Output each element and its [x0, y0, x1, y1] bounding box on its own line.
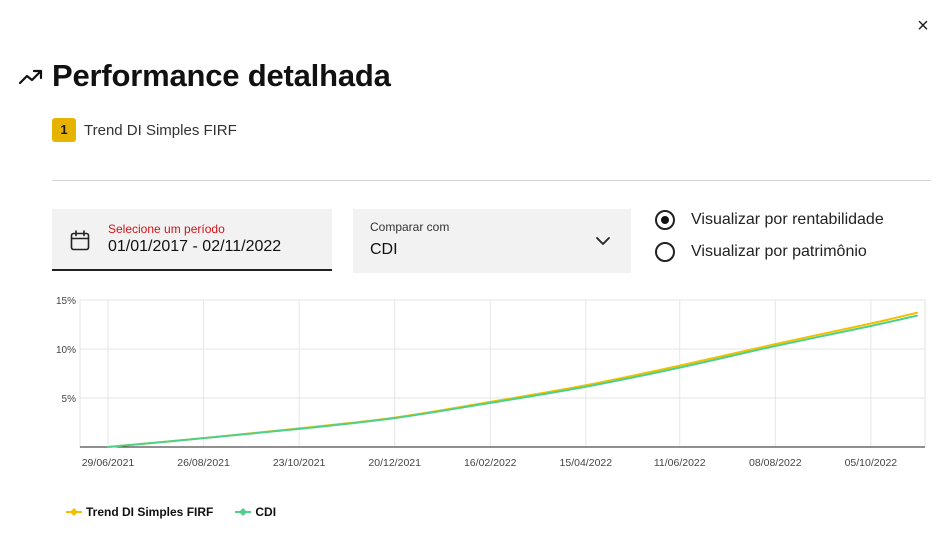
compare-select[interactable]: Comparar com CDI	[353, 209, 631, 273]
x-tick-label: 20/12/2021	[368, 457, 421, 469]
section-divider	[52, 180, 931, 181]
y-tick-label: 10%	[56, 345, 76, 356]
radio-label-rentabilidade: Visualizar por rentabilidade	[691, 211, 884, 228]
legend-label-fund: Trend DI Simples FIRF	[86, 505, 214, 519]
page-header: Performance detalhada	[18, 56, 391, 96]
x-tick-label: 26/08/2021	[177, 457, 230, 469]
chevron-down-icon	[595, 234, 611, 252]
x-tick-label: 16/02/2022	[464, 457, 517, 469]
radio-label-patrimonio: Visualizar por patrimônio	[691, 243, 867, 260]
radio-option-patrimonio[interactable]: Visualizar por patrimônio	[655, 240, 867, 264]
radio-option-rentabilidade[interactable]: Visualizar por rentabilidade	[655, 208, 884, 232]
x-tick-label: 15/04/2022	[560, 457, 613, 469]
legend-item-fund[interactable]: Trend DI Simples FIRF	[66, 505, 213, 519]
close-button[interactable]: ×	[917, 15, 929, 37]
performance-chart: 15% 10% 5% 29/06/2021 26/08/2021 23/10/2021 20…	[56, 296, 926, 469]
page-title: Performance detalhada	[52, 58, 391, 93]
chart-legend: Trend DI Simples FIRF CDI	[66, 503, 298, 521]
legend-item-cdi[interactable]: CDI	[235, 505, 276, 519]
fund-number-badge: 1	[52, 118, 76, 142]
legend-label-cdi: CDI	[255, 505, 277, 519]
period-value: 01/01/2017 - 02/11/2022	[108, 238, 282, 255]
calendar-icon	[70, 230, 90, 257]
y-tick-label: 15%	[56, 296, 76, 307]
x-tick-label: 08/08/2022	[749, 457, 802, 469]
compare-value: CDI	[370, 241, 398, 258]
fund-row: 1 Trend DI Simples FIRF	[52, 118, 237, 142]
period-label: Selecione um período	[108, 222, 225, 236]
x-tick-label: 23/10/2021	[273, 457, 326, 469]
series-line-fund	[107, 311, 918, 448]
x-tick-label: 11/06/2022	[654, 457, 706, 469]
y-tick-label: 5%	[62, 394, 77, 405]
x-tick-label: 29/06/2021	[82, 457, 135, 469]
fund-name: Trend DI Simples FIRF	[84, 121, 237, 139]
radio-button-checked[interactable]	[655, 210, 675, 230]
compare-label: Comparar com	[370, 220, 450, 234]
radio-button-unchecked[interactable]	[655, 242, 675, 262]
x-tick-label: 05/10/2022	[845, 457, 898, 469]
trending-up-icon	[18, 66, 44, 86]
period-picker[interactable]: Selecione um período 01/01/2017 - 02/11/…	[52, 209, 332, 271]
series-line-cdi	[107, 314, 918, 448]
